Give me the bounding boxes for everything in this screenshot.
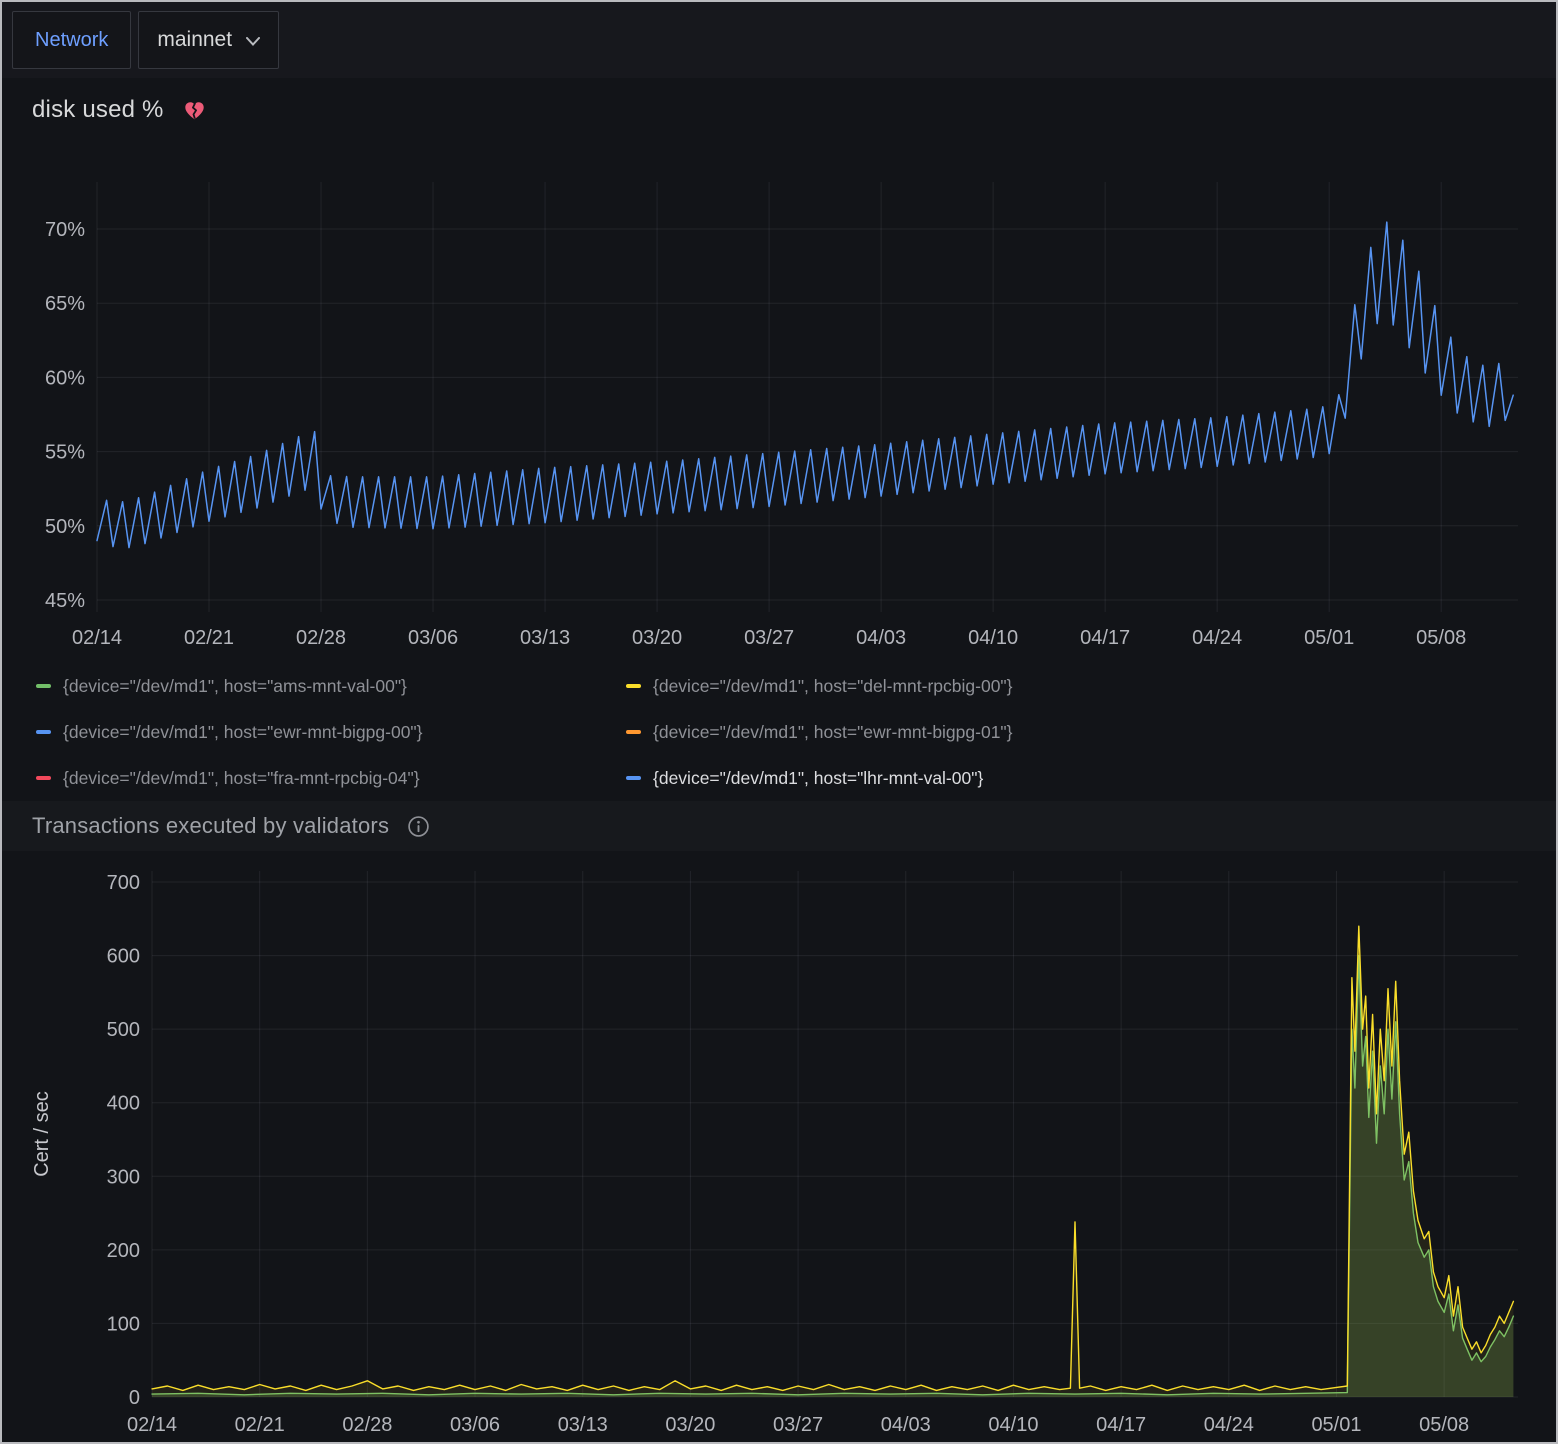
info-circle-icon[interactable] (407, 815, 430, 838)
x-axis-tick-label: 04/24 (1204, 1414, 1254, 1436)
transactions-chart[interactable]: 0 100 200 300 400 500 600 700 02/14 02/21 02/28 03/… (2, 851, 1556, 1442)
series-area (152, 926, 1514, 1397)
y-axis-tick-label: 600 (107, 946, 140, 968)
x-axis-tick-label: 02/21 (235, 1414, 285, 1436)
x-axis-tick-label: 04/24 (1192, 627, 1242, 649)
y-axis-tick-label: 50% (45, 516, 85, 538)
x-axis-tick-label: 03/06 (408, 627, 458, 649)
y-axis-tick-label: 45% (45, 590, 85, 612)
series-color-dash (36, 730, 51, 734)
series-color-dash (36, 684, 51, 688)
legend-label: {device="/dev/md1", host="ams-mnt-val-00… (63, 675, 407, 696)
x-axis-tick-label: 03/06 (450, 1414, 500, 1436)
y-axis-tick-label: 65% (45, 293, 85, 315)
legend-item[interactable]: {device="/dev/md1", host="ewr-mnt-bigpg-… (626, 709, 1556, 755)
x-axis-tick-label: 03/27 (744, 627, 794, 649)
legend-item[interactable]: {device="/dev/md1", host="del-mnt-rpcbig… (626, 663, 1556, 709)
network-variable-label-text: Network (35, 28, 109, 51)
y-axis-tick-label: 500 (107, 1019, 140, 1041)
y-axis-tick-label: 400 (107, 1093, 140, 1115)
x-axis-tick-label: 02/21 (184, 627, 234, 649)
x-axis-tick-label: 03/27 (773, 1414, 823, 1436)
tx-panel-header: Transactions executed by validators (2, 801, 1556, 851)
transactions-panel: Transactions executed by validators 0 100… (2, 801, 1556, 1442)
x-axis-tick-label: 02/14 (127, 1414, 177, 1436)
x-axis-tick-label: 05/01 (1311, 1414, 1361, 1436)
legend-label: {device="/dev/md1", host="del-mnt-rpcbig… (653, 675, 1013, 696)
y-axis-tick-label: 70% (45, 219, 85, 241)
tx-panel-title[interactable]: Transactions executed by validators (32, 813, 390, 838)
legend-item[interactable]: {device="/dev/md1", host="ams-mnt-val-00… (36, 663, 626, 709)
y-axis-tick-label: 700 (107, 872, 140, 894)
x-axis-tick-label: 04/10 (968, 627, 1018, 649)
network-variable-label: Network (12, 11, 132, 69)
x-axis-tick-label: 04/03 (856, 627, 906, 649)
x-axis-tick-label: 02/28 (342, 1414, 392, 1436)
x-axis-tick-label: 03/20 (632, 627, 682, 649)
y-axis-tick-label: 55% (45, 442, 85, 464)
network-variable-dropdown[interactable]: mainnet (138, 11, 280, 69)
series-area (152, 955, 1514, 1397)
series-color-dash (626, 730, 641, 734)
x-axis-tick-label: 04/17 (1080, 627, 1130, 649)
y-axis-tick-label: 60% (45, 367, 85, 389)
disk-panel-title[interactable]: disk used % (32, 96, 164, 123)
x-axis-tick-label: 04/03 (881, 1414, 931, 1436)
x-axis-tick-label: 04/17 (1096, 1414, 1146, 1436)
x-axis-tick-label: 03/13 (520, 627, 570, 649)
alert-heart-break-icon (182, 98, 207, 122)
legend-label: {device="/dev/md1", host="ewr-mnt-bigpg-… (653, 721, 1013, 742)
transactions-chart-svg: 0 100 200 300 400 500 600 700 02/14 02/21 02/28 03/… (31, 871, 1518, 1436)
x-axis-tick-label: 03/20 (665, 1414, 715, 1436)
legend-item[interactable]: {device="/dev/md1", host="ewr-mnt-bigpg-… (36, 709, 626, 755)
x-axis-tick-label: 05/08 (1419, 1414, 1469, 1436)
x-axis-tick-label: 02/28 (296, 627, 346, 649)
y-axis-tick-label: 300 (107, 1166, 140, 1188)
legend-item[interactable]: {device="/dev/md1", host="fra-mnt-rpcbig… (36, 755, 626, 801)
network-variable-value: mainnet (157, 28, 233, 51)
series-color-dash (626, 684, 641, 688)
x-axis-tick-label: 04/10 (988, 1414, 1038, 1436)
series-color-dash (36, 776, 51, 780)
y-axis-tick-label: 100 (107, 1313, 140, 1335)
disk-used-panel: disk used % 45% 50% 55% 60% 65% 70% 02/14 02/21… (2, 78, 1556, 801)
legend-label: {device="/dev/md1", host="lhr-mnt-val-00… (653, 767, 984, 788)
series-line (151, 925, 1515, 1392)
disk-panel-header: disk used % (2, 78, 1556, 142)
disk-legend: {device="/dev/md1", host="ams-mnt-val-00… (2, 659, 1556, 801)
chevron-down-icon (246, 28, 261, 52)
y-axis-tick-label: 0 (129, 1387, 140, 1409)
y-axis-tick-label: 200 (107, 1240, 140, 1262)
legend-label: {device="/dev/md1", host="ewr-mnt-bigpg-… (63, 721, 423, 742)
x-axis-tick-label: 05/01 (1304, 627, 1354, 649)
legend-label: {device="/dev/md1", host="fra-mnt-rpcbig… (63, 767, 420, 788)
series-color-dash (626, 776, 641, 780)
x-axis-tick-label: 03/13 (558, 1414, 608, 1436)
disk-used-chart-svg: 45% 50% 55% 60% 65% 70% 02/14 02/21 02/28 03/06 03… (45, 182, 1518, 649)
disk-used-chart[interactable]: 45% 50% 55% 60% 65% 70% 02/14 02/21 02/28 03/06 03… (2, 142, 1556, 659)
y-axis-title: Cert / sec (31, 1091, 53, 1177)
x-axis-tick-label: 02/14 (72, 627, 122, 649)
x-axis-tick-label: 05/08 (1416, 627, 1466, 649)
dashboard-variables-bar: Network mainnet (2, 2, 1556, 78)
legend-item[interactable]: {device="/dev/md1", host="lhr-mnt-val-00… (626, 755, 1556, 801)
series-line (151, 954, 1515, 1396)
series-line (96, 221, 1514, 549)
